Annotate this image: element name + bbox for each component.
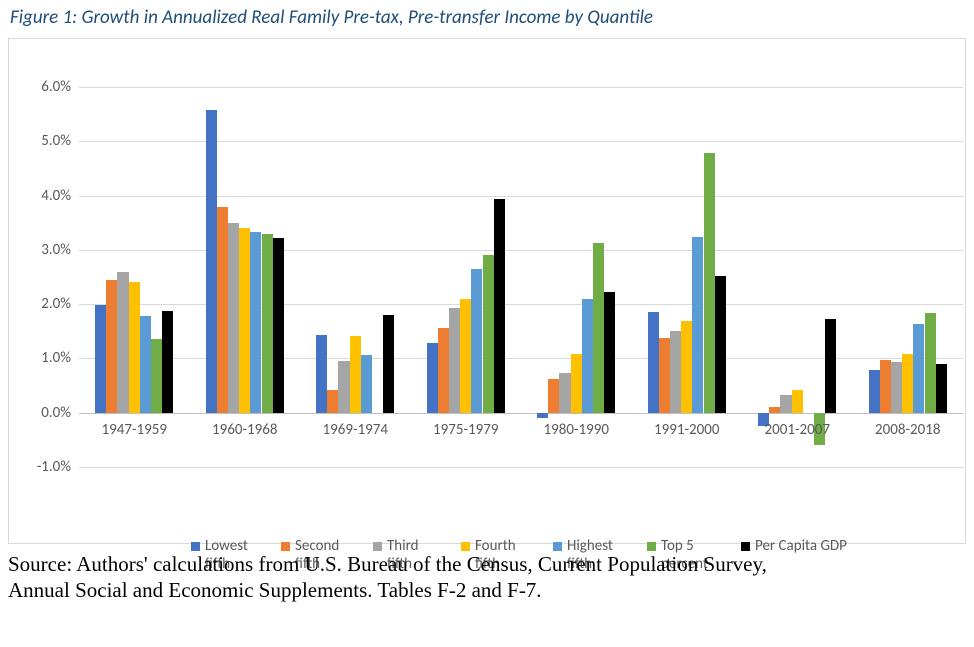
bar: [106, 280, 117, 413]
source-line-1: Source: Authors' calculations from U.S. …: [8, 552, 767, 576]
x-tick-label: 2001-2007: [742, 421, 853, 439]
gridline: [79, 87, 963, 88]
bar: [383, 315, 394, 413]
zero-line: [79, 413, 963, 414]
bar: [593, 243, 604, 413]
x-tick-label: 1969-1974: [300, 421, 411, 439]
x-tick-label: 1960-1968: [190, 421, 301, 439]
bar: [537, 413, 548, 418]
bar: [692, 237, 703, 412]
bar: [273, 238, 284, 413]
bar: [548, 379, 559, 413]
y-tick-label: 4.0%: [21, 187, 71, 205]
bar: [262, 234, 273, 413]
chart-area: -1.0% 0.0% 1.0% 2.0% 3.0% 4.0% 5.0% 6.0% 1947-19…: [8, 38, 966, 544]
bar: [483, 255, 494, 412]
bar: [494, 199, 505, 412]
gridline: [79, 467, 963, 468]
bar: [151, 339, 162, 412]
bar: [659, 338, 670, 412]
bar: [162, 311, 173, 413]
bar: [327, 390, 338, 412]
bar: [913, 324, 924, 412]
x-tick-label: 1975-1979: [411, 421, 522, 439]
legend-swatch: [741, 542, 750, 551]
bar: [648, 312, 659, 412]
bar: [239, 228, 250, 413]
legend-swatch: [461, 542, 470, 551]
y-tick-label: -1.0%: [21, 458, 71, 476]
bar: [925, 313, 936, 413]
bar: [704, 153, 715, 413]
bar: [338, 361, 349, 413]
legend-swatch: [553, 542, 562, 551]
bar: [361, 355, 372, 413]
bar: [427, 343, 438, 412]
bar: [117, 272, 128, 413]
y-tick-label: 5.0%: [21, 132, 71, 150]
legend-swatch: [647, 542, 656, 551]
legend-swatch: [191, 542, 200, 551]
source-text: Source: Authors' calculations from U.S. …: [8, 552, 767, 603]
source-line-2: Annual Social and Economic Supplements. …: [8, 578, 542, 602]
bar: [880, 360, 891, 413]
x-tick-label: 1991-2000: [632, 421, 743, 439]
bar: [825, 319, 836, 412]
bar: [891, 362, 902, 412]
bar: [95, 305, 106, 413]
bar: [471, 269, 482, 412]
x-tick-label: 2008-2018: [853, 421, 964, 439]
bar: [316, 335, 327, 413]
bar: [571, 354, 582, 413]
figure-title: Figure 1: Growth in Annualized Real Fami…: [10, 6, 653, 29]
plot-area: -1.0%0.0%1.0%2.0%3.0%4.0%5.0%6.0%1947-19…: [79, 87, 963, 467]
bar: [792, 390, 803, 412]
bar: [228, 223, 239, 413]
legend-swatch: [373, 542, 382, 551]
bar: [780, 395, 791, 412]
bar: [902, 354, 913, 413]
bar: [559, 373, 570, 413]
legend-swatch: [281, 542, 290, 551]
y-tick-label: 1.0%: [21, 349, 71, 367]
y-tick-label: 0.0%: [21, 404, 71, 422]
y-tick-label: 6.0%: [21, 78, 71, 96]
bar: [670, 331, 681, 412]
bar: [869, 370, 880, 412]
bar: [936, 364, 947, 413]
bar: [715, 276, 726, 412]
x-tick-label: 1947-1959: [79, 421, 190, 439]
bar: [250, 232, 261, 413]
bar: [460, 299, 471, 413]
bar: [217, 207, 228, 413]
bar: [206, 110, 217, 413]
x-tick-label: 1980-1990: [521, 421, 632, 439]
bar: [769, 407, 780, 412]
bar: [604, 292, 615, 413]
bar: [129, 282, 140, 413]
legend-label: Per Capita GDP: [755, 537, 847, 555]
bar: [438, 328, 449, 413]
bar: [681, 321, 692, 413]
bar: [140, 316, 151, 413]
y-tick-label: 2.0%: [21, 295, 71, 313]
bar: [350, 336, 361, 413]
bar: [582, 299, 593, 413]
bar: [449, 308, 460, 413]
y-tick-label: 3.0%: [21, 241, 71, 259]
